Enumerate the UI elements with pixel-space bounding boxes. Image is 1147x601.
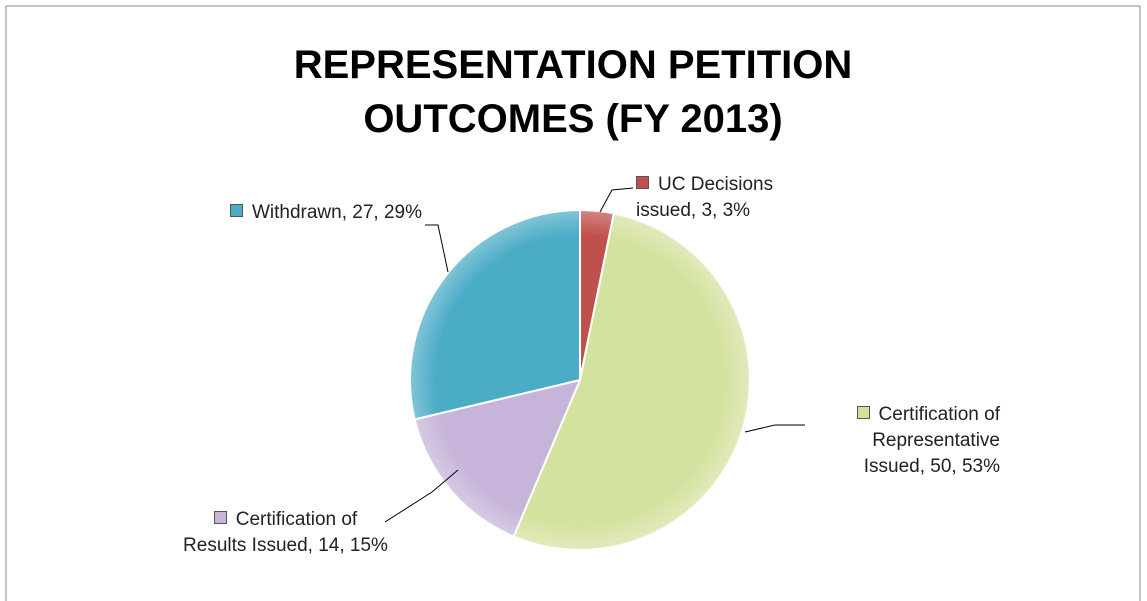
pie-slice [413, 378, 582, 538]
data-label-text: UC Decisions issued, 3, 3% [636, 174, 774, 221]
chart-frame [5, 5, 1141, 601]
leader-line [744, 424, 805, 433]
chart-title: REPRESENTATION PETITION OUTCOMES (FY 201… [293, 43, 853, 141]
data-label: Certification of Representative Issued, … [812, 402, 1000, 480]
data-label: Certification of Results Issued, 14, 15% [183, 507, 388, 559]
legend-swatch [636, 176, 649, 189]
legend-swatch [856, 406, 870, 419]
legend-swatch [213, 511, 227, 524]
leader-line [425, 224, 449, 273]
legend-swatch [229, 204, 243, 217]
data-label-text: Certification of Representative Issued, … [863, 404, 1000, 477]
pie-slice [409, 208, 581, 421]
data-label-text: Certification of Results Issued, 14, 15% [183, 509, 388, 556]
pie-slice [512, 212, 751, 551]
data-label: UC Decisions issued, 3, 3% [636, 172, 811, 224]
data-label-text: Withdrawn, 27, 29% [251, 202, 422, 223]
data-label: Withdrawn, 27, 29% [222, 200, 422, 226]
leader-line [599, 187, 634, 213]
leader-line [384, 469, 459, 523]
